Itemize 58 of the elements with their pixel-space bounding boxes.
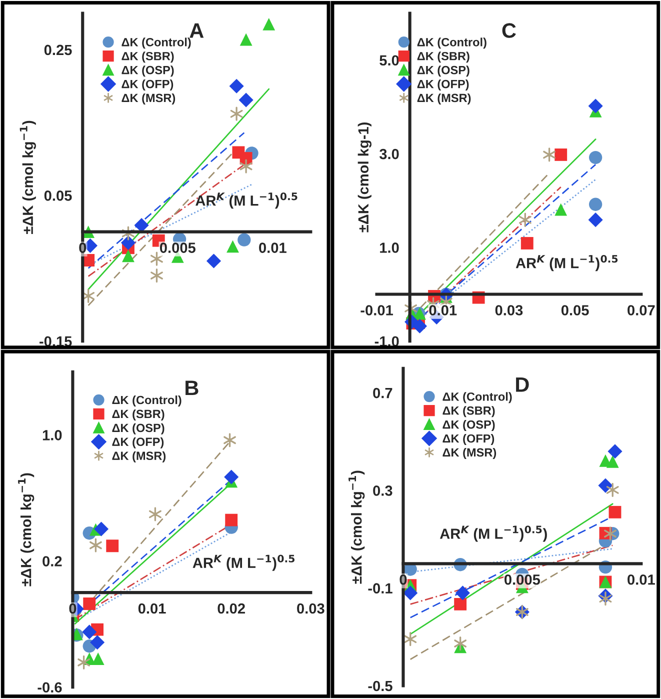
x-tick-label: 0: [400, 574, 407, 585]
x-axis-title: AR$^{K}$ (M L$^{−1}$)$^{0.5}$): [440, 526, 547, 542]
y-tick-label: 1.0: [42, 430, 62, 440]
y-tick-label: -0.6: [38, 682, 62, 693]
x-tick-label: 0.07: [628, 305, 655, 316]
chart-title: A: [190, 23, 204, 38]
x-tick-label: 0.005: [160, 242, 196, 253]
x-tick-label: 0: [79, 242, 86, 253]
legend-label: ΔK (MSR): [442, 448, 496, 459]
y-tick-label: 0.05: [44, 190, 72, 201]
legend-label: ΔK (OSP): [442, 420, 495, 432]
chart-title: D: [516, 377, 529, 392]
y-tick-label: 3.0: [379, 148, 399, 160]
x-axis-title: AR$^{K}$ (M L$^{−1}$)$^{0.5}$: [192, 554, 295, 571]
x-tick-label: 0.05: [561, 305, 589, 316]
x-tick-label: 0.02: [218, 603, 245, 614]
legend-label: ΔK (OFP): [112, 437, 164, 448]
x-tick-label: 0.01: [138, 603, 166, 614]
legend-label: ΔK (Control): [417, 38, 486, 49]
legend-label: ΔK (OSP): [417, 66, 470, 77]
legend-label: ΔK (Control): [122, 38, 191, 49]
y-axis-title: ±ΔK (cmol kg$^{−1}$): [18, 473, 34, 586]
y-axis-title: ±ΔK (cmol kg$^{−1}$): [348, 470, 365, 584]
legend-label: ΔK (OSP): [112, 423, 164, 434]
legend-label: ΔK (MSR): [122, 94, 176, 105]
x-tick-label: 0.005: [504, 574, 540, 585]
x-axis-title: AR$^{K}$ (M L$^{−1}$)$^{0.5}$: [196, 192, 298, 209]
chart-title: B: [186, 380, 198, 396]
x-tick-label: -0.01: [360, 305, 393, 316]
y-tick-label: 0.7: [373, 388, 392, 398]
legend-label: ΔK (SBR): [442, 406, 495, 418]
legend-label: ΔK (SBR): [122, 52, 174, 63]
x-tick-label: 0.01: [259, 242, 286, 253]
y-axis-title: ±ΔK (cmol kg-1): [358, 122, 372, 232]
legend-label: ΔK (MSR): [112, 451, 166, 462]
legend-label: ΔK (OFP): [417, 80, 469, 91]
legend-label: ΔK (OFP): [442, 434, 494, 446]
y-tick-label: 0.25: [44, 44, 72, 56]
y-tick-label: 0.2: [42, 556, 62, 566]
legend-label: ΔK (Control): [442, 392, 512, 404]
y-tick-label: 5.0: [380, 55, 399, 66]
x-tick-label: 0: [69, 603, 76, 614]
y-axis-title: ±ΔK (cmol kg$^{−1}$): [20, 120, 36, 234]
legend-label: ΔK (Control): [112, 396, 182, 407]
x-axis-title: AR$^{K}$ (M L$^{−1}$)$^{0.5}$: [516, 254, 618, 272]
legend-label: ΔK (OFP): [122, 80, 174, 91]
x-tick-label: 0.03: [495, 305, 523, 316]
x-tick-label: 0.03: [297, 603, 324, 614]
legend-label: ΔK (SBR): [417, 52, 470, 63]
x-tick-label: 0.01: [429, 305, 457, 316]
legend-label: ΔK (OSP): [122, 66, 174, 77]
y-tick-label: 1.0: [380, 242, 399, 253]
legend-label: ΔK (SBR): [112, 409, 164, 420]
x-tick-label: 0.01: [628, 574, 655, 585]
chart-title: C: [502, 23, 516, 38]
y-tick-label: 0.3: [373, 486, 392, 496]
y-tick-label: -0.1: [368, 583, 392, 594]
y-tick-label: -0.5: [368, 680, 392, 692]
